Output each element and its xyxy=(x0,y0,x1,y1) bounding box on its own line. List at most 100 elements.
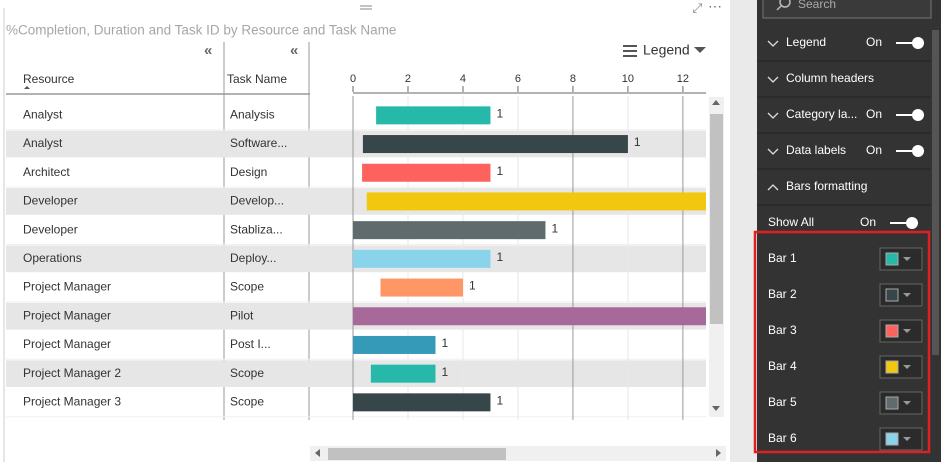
toggle-knob[interactable] xyxy=(912,145,924,157)
resource: Developer xyxy=(23,222,78,236)
bar[interactable] xyxy=(353,249,491,268)
arrow xyxy=(712,406,720,411)
x-tick-label: 2 xyxy=(405,73,411,85)
v-thumb[interactable] xyxy=(710,114,723,324)
resource: Analyst xyxy=(23,108,63,122)
task-name: Stabliza... xyxy=(230,222,283,236)
arrow xyxy=(903,365,911,369)
menu-icon xyxy=(623,45,637,47)
bar-group xyxy=(353,335,436,354)
sort-icon xyxy=(24,86,30,89)
arrow xyxy=(315,449,320,457)
section-label[interactable]: Column headers xyxy=(786,71,874,85)
data-label: 1 xyxy=(496,164,503,178)
bar[interactable] xyxy=(353,335,436,354)
arrow xyxy=(903,437,911,441)
bar[interactable] xyxy=(370,364,436,383)
search-icon xyxy=(776,5,782,11)
task-name: Pilot xyxy=(230,308,254,322)
bar[interactable] xyxy=(353,393,491,412)
arrow xyxy=(712,100,720,105)
resource: Project Manager xyxy=(23,308,111,322)
section-label[interactable]: Data labels xyxy=(786,143,846,157)
gap xyxy=(730,0,757,462)
title: %Completion, Duration and Task ID by Res… xyxy=(6,23,396,38)
toggle-state: On xyxy=(866,107,882,121)
bar[interactable] xyxy=(353,307,710,326)
section-label[interactable]: Category la... xyxy=(786,107,857,121)
x-tick-label: 6 xyxy=(515,73,521,85)
chevron[interactable] xyxy=(767,148,779,155)
toggle-state: On xyxy=(866,143,882,157)
chevron[interactable] xyxy=(767,40,779,47)
chevron[interactable] xyxy=(767,112,779,119)
pane: Search Legend On Column headers Category la… xyxy=(753,0,939,454)
bar-label: Bar 6 xyxy=(768,431,797,445)
bar[interactable] xyxy=(362,135,628,154)
toggle-knob[interactable] xyxy=(906,217,918,229)
bar-group xyxy=(370,364,436,383)
resource: Operations xyxy=(23,251,82,265)
bar-label: Bar 4 xyxy=(768,359,797,373)
bar-group xyxy=(366,192,711,211)
rows: 0 2 4 6 8 10 12 Analyst Analysis 1 Analyst Software… xyxy=(6,73,711,420)
collapse[interactable]: « xyxy=(204,42,212,59)
x-tick-label: 4 xyxy=(460,73,466,85)
bar-label: Bar 2 xyxy=(768,287,797,301)
search-icon xyxy=(779,0,791,8)
menu-icon xyxy=(623,55,637,57)
data-label: 1 xyxy=(496,250,503,264)
show-all-label: Show All xyxy=(768,215,814,229)
chevron[interactable] xyxy=(767,76,779,83)
bar-group xyxy=(376,106,491,125)
resource: Developer xyxy=(23,194,78,208)
toggle-knob[interactable] xyxy=(912,37,924,49)
toggle-state: On xyxy=(866,35,882,49)
collapse[interactable]: « xyxy=(290,42,298,59)
h-thumb[interactable] xyxy=(328,448,506,460)
column-header[interactable]: Task Name xyxy=(227,72,287,86)
bar-label: Bar 3 xyxy=(768,323,797,337)
toggle-knob[interactable] xyxy=(912,109,924,121)
bar[interactable] xyxy=(380,278,463,297)
bar-group xyxy=(353,307,710,326)
arrow xyxy=(903,329,911,333)
task-name: Scope xyxy=(230,366,264,380)
arrow xyxy=(903,293,911,297)
arrow xyxy=(694,47,706,53)
resource: Project Manager xyxy=(23,337,111,351)
task-name: Scope xyxy=(230,280,264,294)
column-header[interactable]: Resource xyxy=(23,72,75,86)
bar-group xyxy=(353,393,491,412)
task-name: Post I... xyxy=(230,337,271,351)
x-tick-label: 0 xyxy=(350,73,356,85)
arrow xyxy=(903,257,911,261)
x-tick-label: 8 xyxy=(570,73,576,85)
data-label: 1 xyxy=(441,365,448,379)
section-label[interactable]: Legend xyxy=(786,35,826,49)
menu-icon xyxy=(623,50,637,52)
data-label: 1 xyxy=(496,394,503,408)
row-band xyxy=(6,360,706,387)
bar[interactable] xyxy=(366,192,711,211)
search-box[interactable] xyxy=(762,0,932,19)
resource: Project Manager xyxy=(23,280,111,294)
bar[interactable] xyxy=(362,163,491,182)
bar[interactable] xyxy=(353,221,546,240)
data-label: 1 xyxy=(634,135,641,149)
focus-icon[interactable]: ⤢ xyxy=(692,0,702,15)
legend-menu[interactable]: Legend xyxy=(623,42,706,58)
task-name: Develop... xyxy=(230,194,284,208)
bar[interactable] xyxy=(376,106,491,125)
chevron[interactable] xyxy=(767,184,779,191)
section-label[interactable]: Bars formatting xyxy=(786,179,867,193)
data-label: 1 xyxy=(496,107,503,121)
legend-label: Legend xyxy=(643,42,690,58)
more-icon[interactable]: ··· xyxy=(708,0,722,14)
search-placeholder: Search xyxy=(798,0,836,11)
bar-group xyxy=(353,221,546,240)
pane-scroll[interactable] xyxy=(932,30,939,355)
bar-label: Bar 1 xyxy=(768,251,797,265)
